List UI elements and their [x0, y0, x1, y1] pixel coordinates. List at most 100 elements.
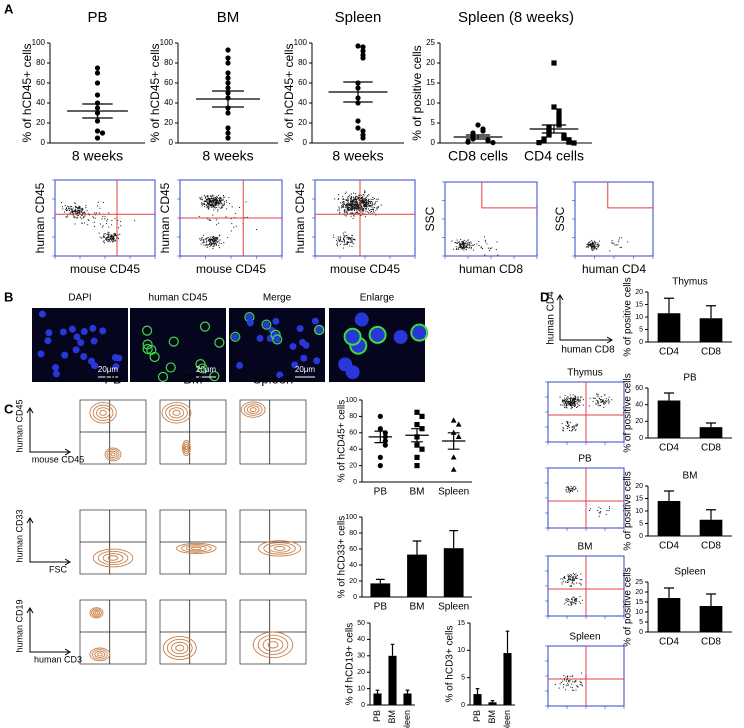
flow-event [570, 579, 572, 581]
flow-event [72, 211, 74, 213]
flow-event [567, 574, 569, 576]
flow-event [95, 214, 97, 216]
flow-event [202, 239, 204, 241]
flow-event [341, 201, 343, 203]
y-tick-label: 50 [357, 620, 365, 627]
flow-event [605, 399, 607, 401]
flow-event [619, 237, 621, 239]
flow-event [362, 198, 364, 200]
flow-event [605, 398, 607, 400]
flow-event [369, 204, 371, 206]
flow-event [343, 239, 345, 241]
flow-event [218, 222, 220, 224]
flow-event [566, 421, 568, 423]
flow-event [574, 400, 576, 402]
flow-event [212, 203, 214, 205]
flow-event [611, 399, 613, 401]
flow-event [476, 243, 478, 245]
flow-event [219, 200, 221, 202]
flow-event [72, 212, 74, 214]
flow-event [94, 217, 96, 219]
flow-event [372, 210, 374, 212]
flow-event [591, 248, 593, 250]
point [355, 118, 361, 124]
flow-event [208, 204, 210, 206]
y-tick-label: 40 [36, 98, 45, 107]
flow-event [603, 401, 605, 403]
flow-event [61, 206, 63, 208]
flow-event [216, 242, 218, 244]
flow-event [567, 600, 569, 602]
axis-label: mouse CD45 [330, 262, 400, 276]
flow-event [219, 234, 221, 236]
contour [257, 634, 289, 655]
flow-event [561, 581, 563, 583]
flow-event [562, 578, 564, 580]
flow-event [601, 399, 603, 401]
flow-event [574, 602, 576, 604]
flow-event [579, 596, 581, 598]
flow-event [464, 247, 466, 249]
flow-event [463, 249, 465, 251]
flow-event [68, 206, 70, 208]
flow-event [215, 244, 217, 246]
flow-event [571, 404, 573, 406]
flow-event [215, 202, 217, 204]
flow-event [219, 201, 221, 203]
flow-event [346, 243, 348, 245]
flow-event [214, 241, 216, 243]
flow-event [353, 200, 355, 202]
flow-event [571, 578, 573, 580]
flow-event [210, 201, 212, 203]
contour [252, 631, 294, 659]
x-tick-label: 8 weeks [332, 148, 383, 164]
flow-event [213, 198, 215, 200]
flow-event [217, 210, 219, 212]
contour [267, 641, 279, 649]
flow-event [566, 491, 568, 493]
flow-event [343, 203, 345, 205]
flow-event [75, 210, 77, 212]
flow-event [211, 200, 213, 202]
flow-event [466, 245, 468, 247]
flow-event [61, 202, 63, 204]
flow-event [597, 510, 599, 512]
flow-event [575, 400, 577, 402]
flow-event [460, 239, 462, 241]
flow-event [564, 394, 566, 396]
panel-label: C [4, 401, 14, 416]
flow-event [353, 205, 355, 207]
flow-event [78, 208, 80, 210]
flow-event [74, 205, 76, 207]
y-tick-label: 15 [426, 78, 435, 87]
point [94, 92, 101, 98]
y-tick-label: 5 [461, 675, 465, 682]
flow-event [579, 399, 581, 401]
flow-event [210, 238, 212, 240]
flow-event [203, 240, 205, 242]
flow-event [570, 585, 572, 587]
flow-event [78, 205, 80, 207]
flow-event [208, 244, 210, 246]
flow-event [346, 241, 348, 243]
flow-event [376, 208, 378, 210]
cd45-ring [142, 325, 153, 336]
contour [91, 649, 108, 660]
flow-event [88, 220, 90, 222]
flow-event [349, 209, 351, 211]
flow-event [101, 237, 103, 239]
flow-event [594, 243, 596, 245]
flow-event [339, 213, 341, 215]
flow-event [355, 208, 357, 210]
y-tick-label: 40 [298, 98, 307, 107]
nucleus [68, 325, 76, 333]
flow-event [572, 681, 574, 683]
flow-event [119, 233, 121, 235]
flow-event [217, 201, 219, 203]
flow-event [117, 219, 119, 221]
flow-event [565, 581, 567, 583]
nucleus [291, 361, 299, 369]
flow-event [107, 234, 109, 236]
flow-event [575, 603, 577, 605]
flow-event [570, 584, 572, 586]
